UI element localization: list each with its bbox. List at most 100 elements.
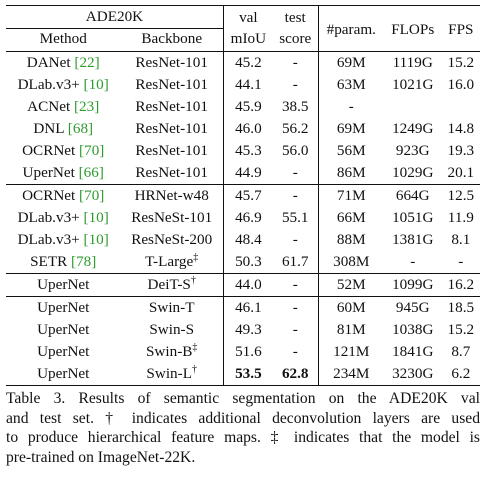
val-miou-cell: 45.9 [223,96,272,118]
val-miou: 50.3 [235,252,262,270]
fps-cell: 18.5 [441,295,480,319]
test-score: 56.0 [281,141,309,159]
test-score: - [292,342,298,360]
val-miou-cell: 44.9 [223,162,272,185]
param-cell: 308M [318,251,384,274]
test-score-cell: - [272,50,319,74]
fps-cell: 16.2 [441,272,480,296]
dataset-header-cell: ADE20K [6,5,224,28]
fps-cell: 12.5 [441,183,480,207]
method-name: DNL [33,119,64,137]
flops-cell: 1051G [384,207,442,229]
fps-cell: 20.1 [442,162,480,185]
test-score: 56.2 [281,119,309,137]
method-name: DLab.v3+ [17,230,80,248]
backbone-name: ResNeSt-200 [131,230,213,248]
fps-cell: 15.2 [441,50,480,74]
test-score-cell: - [272,161,319,184]
flops-value: 1029G [392,163,434,181]
flops-cell: 664G [383,183,442,207]
flops-cell: 923G [384,140,442,162]
fps-cell: 15.2 [442,319,480,341]
backbone-cell: T-Large‡ [120,250,224,273]
citation-ref: [68] [67,119,94,137]
flops-cell: 1381G [384,229,442,251]
param-cell: 60M [318,295,384,319]
method-cell: UperNet [6,363,120,386]
param-count: 52M [336,275,366,293]
val-miou-cell: 46.1 [223,295,273,319]
flops-value: 923G [395,141,430,159]
test-score-cell: - [272,318,319,341]
test-score-cell: 62.8 [272,362,319,385]
param-count: 121M [333,342,370,360]
fps-header: FPS [448,20,474,38]
backbone-cell: ResNet-101 [120,117,224,140]
val-miou: 46.0 [235,119,262,137]
backbone-name: ResNet-101 [135,163,208,181]
test-score-cell: - [272,183,319,207]
flops-value: 1099G [392,275,434,293]
test-score: 38.5 [281,97,309,115]
param-count: 63M [336,75,366,93]
method-cell: UperNet [66] [6,162,120,185]
table-row: UperNet Swin-B‡ 51.6 - 121M 1841G 8.7 [6,340,480,363]
table-row: UperNet Swin-L† 53.5 62.8 234M 3230G 6.2 [6,362,480,386]
method-cell: ACNet [23] [6,96,120,118]
flops-cell: 945G [383,295,442,319]
test-score-cell: - [272,295,319,319]
fps-value: 14.8 [447,119,475,137]
fps-cell: 8.1 [442,229,480,251]
backbone-name: ResNet-101 [135,75,208,93]
method-header: Method [6,27,121,51]
test-score-cell: - [272,73,319,96]
flops-header: FLOPs [391,20,435,38]
backbone-name: Swin-T [148,298,195,316]
val-miou-cell: 45.7 [223,183,273,207]
method-name: UperNet [37,320,90,338]
flops-value: 1841G [392,342,434,360]
footnote-mark: † [191,363,197,375]
fps-value: 16.0 [447,75,475,93]
table-row: UperNet Swin-S 49.3 - 81M 1038G 15.2 [6,318,480,341]
footnote-mark: ‡ [193,251,199,263]
test-score-cell: 56.0 [272,139,319,162]
param-cell: 52M [318,272,384,296]
flops-value: 3230G [392,364,434,382]
method-name: UperNet [22,163,75,181]
test-header-2: score [272,28,319,51]
param-cell: 81M [318,319,384,341]
val-miou-cell: 44.1 [223,74,272,96]
test-score: - [292,163,298,181]
flops-value: 1119G [392,53,433,71]
flops-value: 1381G [392,230,434,248]
test-score: - [292,275,298,293]
val-miou: 44.0 [235,275,262,293]
fps-value: 11.9 [447,208,474,226]
val-miou: 46.1 [235,298,262,316]
method-name: SETR [30,252,68,270]
test-score-cell: - [272,228,319,251]
method-name: UperNet [37,342,90,360]
flops-value: 945G [395,298,430,316]
backbone-cell: ResNeSt-200 [120,228,224,251]
table-caption: Table 3. Results of semantic segmentatio… [6,389,480,467]
caption-line: and test set. † indicates additional dec… [6,409,480,427]
param-header: #param. [326,20,376,38]
param-cell: 63M [318,74,384,96]
fps-value: 18.5 [447,298,475,316]
test-score: - [292,75,298,93]
table-row: DLab.v3+ [10] ResNeSt-200 48.4 - 88M 1381G 8.1 [6,228,480,251]
method-cell: UperNet [6,272,121,296]
fps-value: - [458,252,464,270]
citation-ref: [70] [79,186,105,204]
method-cell: UperNet [6,295,121,319]
flops-value: 1021G [392,75,434,93]
method-name: UperNet [37,364,90,382]
backbone-name: ResNeSt-101 [131,208,213,226]
method-cell: DANet [22] [6,50,121,74]
method-name: OCRNet [22,186,76,204]
table-row: ACNet [23] ResNet-101 45.9 38.5 - [6,95,480,118]
method-cell: UperNet [6,341,120,363]
flops-value: 664G [395,186,430,204]
